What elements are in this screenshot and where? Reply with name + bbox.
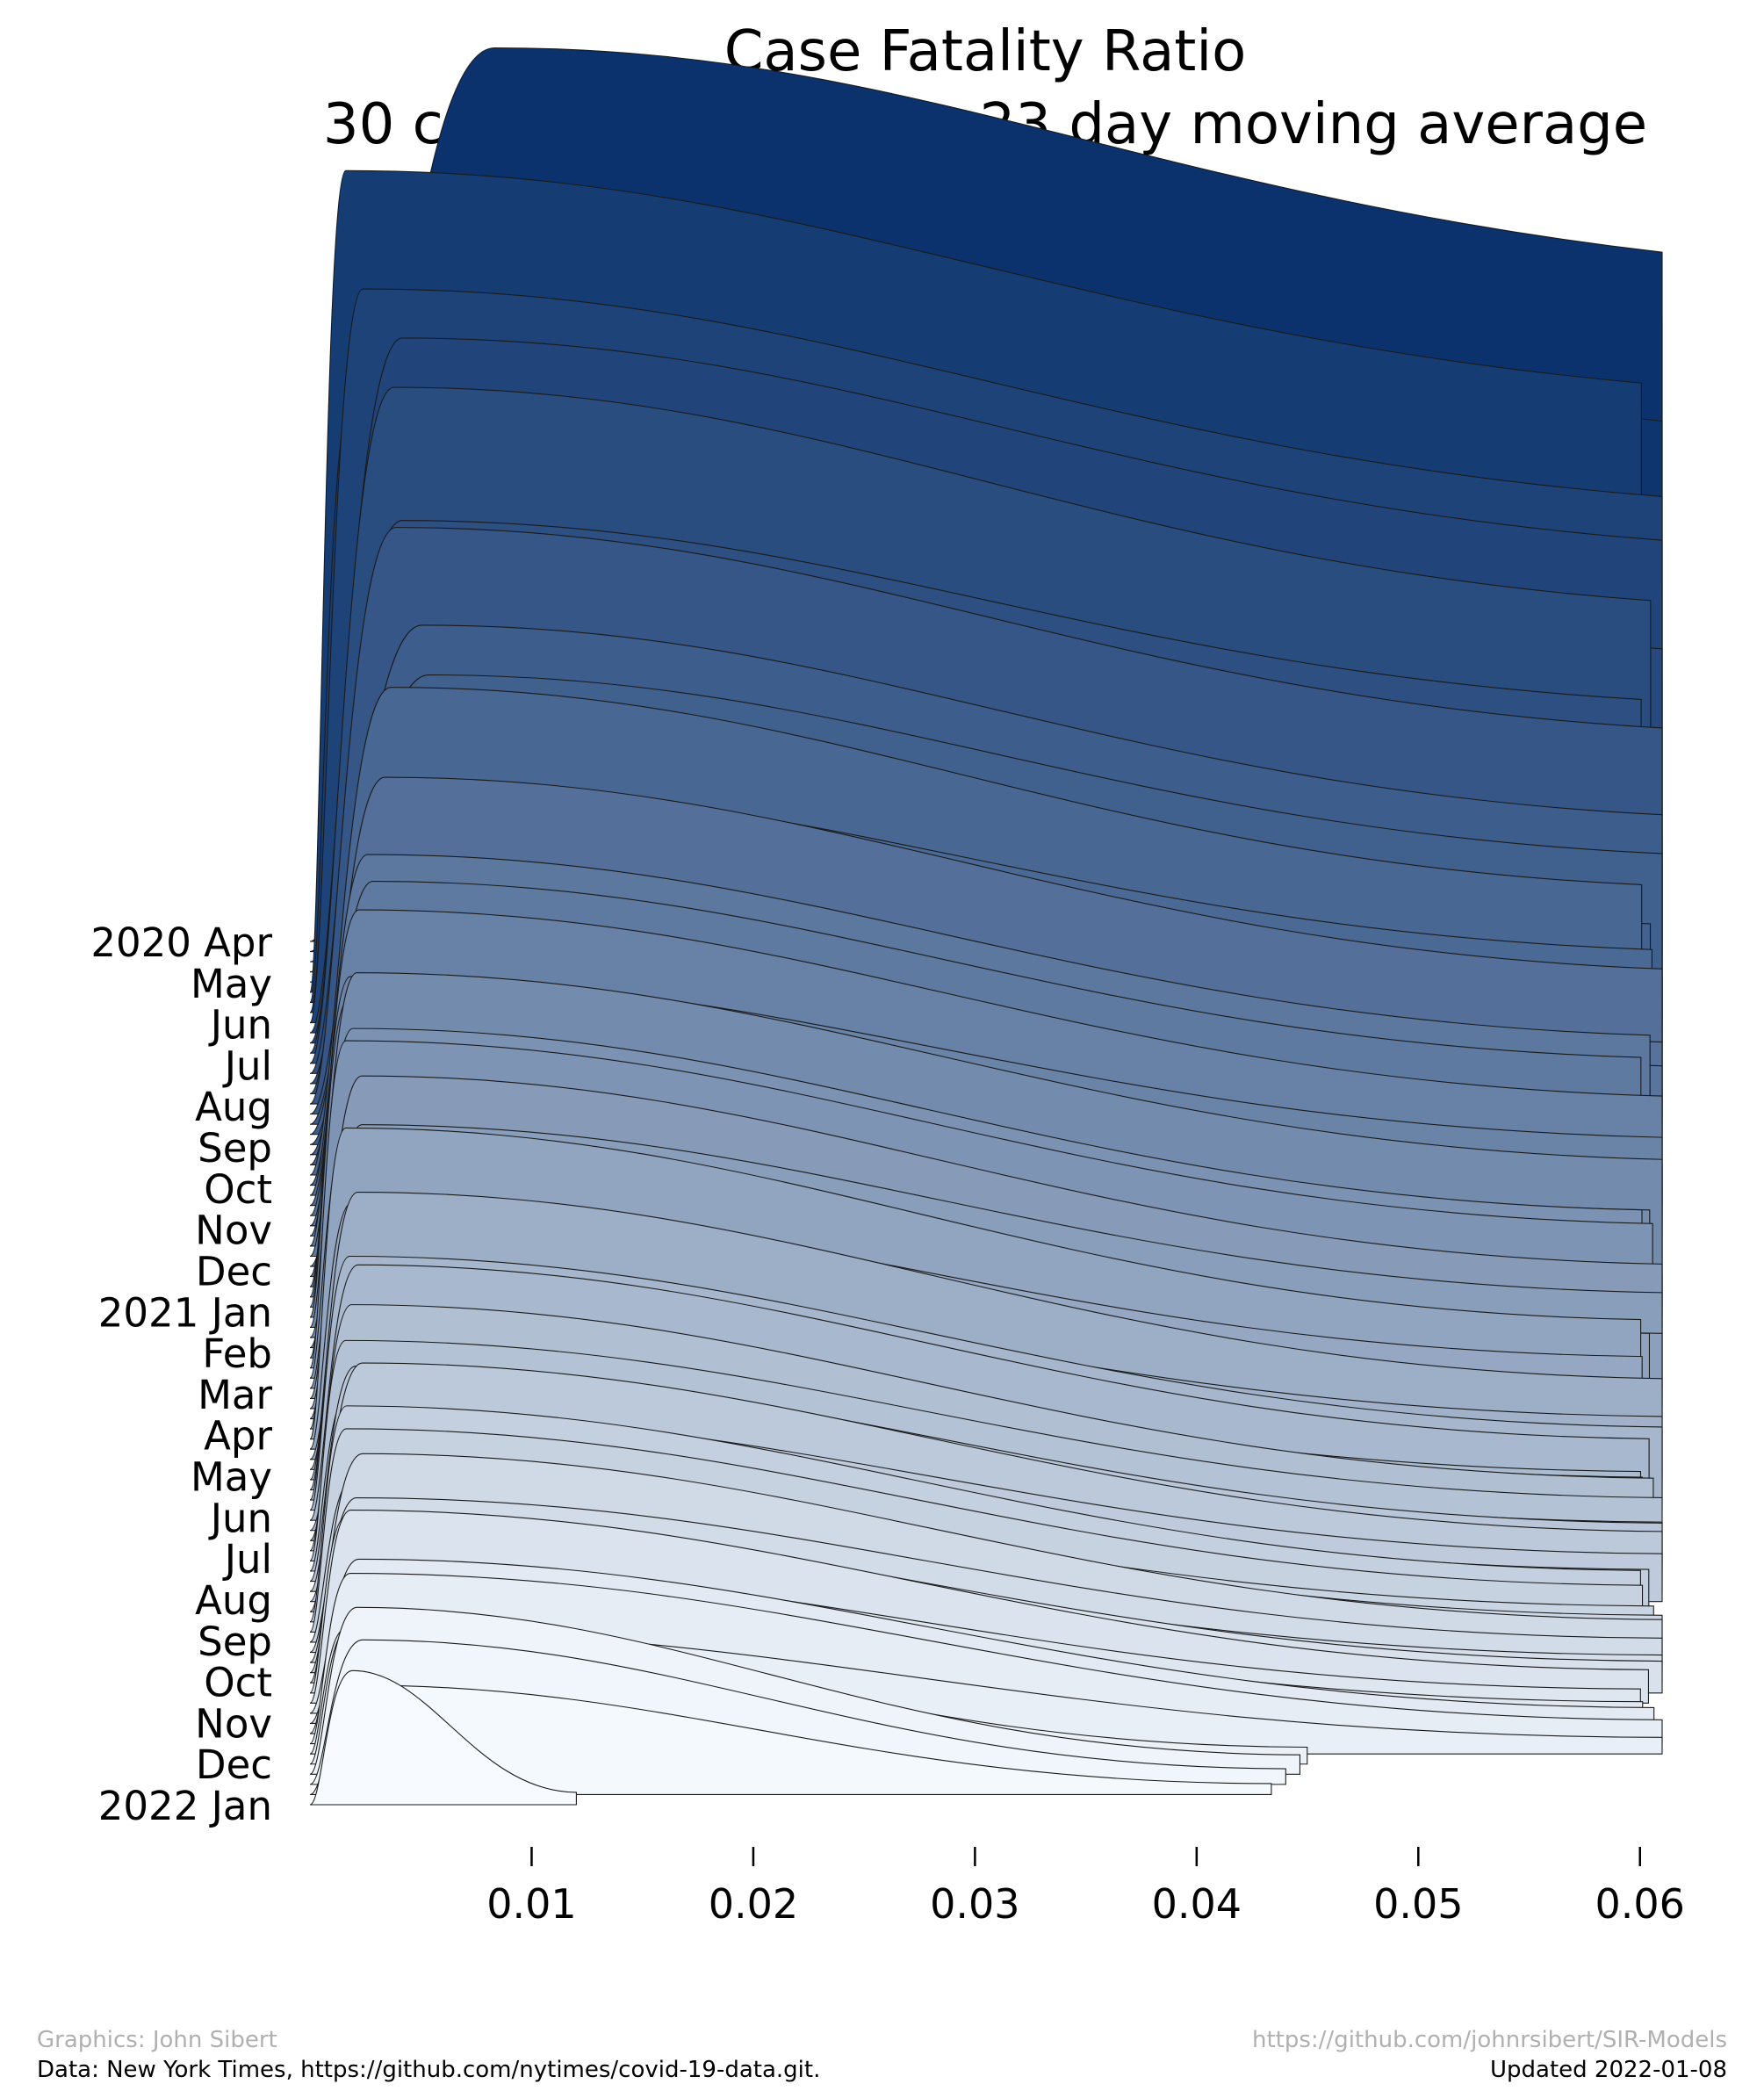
y-tick-label: Oct [204,1166,272,1213]
y-tick-label: 2022 Jan [98,1783,272,1829]
y-tick-label: Jul [222,1042,272,1089]
y-tick-label: Apr [204,1413,272,1460]
y-tick-label: 2020 Apr [90,919,272,966]
x-tick-label: 0.01 [486,1880,576,1928]
y-tick-label: Oct [204,1660,272,1706]
x-tick-label: 0.03 [930,1880,1019,1928]
data-source: Data: New York Times, https://github.com… [37,2057,821,2083]
x-tick-label: 0.04 [1152,1880,1242,1928]
y-tick-label: Dec [196,1741,272,1788]
y-tick-label: May [191,1454,272,1501]
y-tick-label: Mar [198,1372,272,1418]
y-tick-label: Jun [208,1002,272,1049]
y-tick-label: Dec [196,1248,272,1294]
y-tick-label: Jun [208,1495,272,1541]
y-tick-label: Nov [195,1208,272,1254]
x-tick-label: 0.06 [1595,1880,1685,1928]
y-tick-label: Sep [198,1125,272,1172]
graphics-credit: Graphics: John Sibert [37,2027,277,2053]
y-tick-label: 2021 Jan [98,1289,272,1336]
y-tick-label: Feb [202,1330,272,1377]
y-tick-label: Aug [195,1084,272,1130]
x-tick-label: 0.05 [1373,1880,1463,1928]
updated-date: Updated 2022-01-08 [1489,2057,1727,2083]
x-tick-label: 0.02 [709,1880,798,1928]
repo-credit[interactable]: https://github.com/johnrsibert/SIR-Model… [1252,2027,1727,2053]
ridge-layer [309,1669,577,1806]
chart-title: Case Fatality Ratio [724,19,1247,84]
x-axis: 0.01 0.02 0.03 0.04 0.05 0.06 [486,1847,1685,1928]
y-tick-label: May [191,961,272,1007]
y-tick-label: Jul [222,1536,272,1583]
ridge-layers [309,47,1663,1806]
y-tick-label: Sep [198,1619,272,1665]
y-tick-label: Nov [195,1700,272,1747]
y-tick-label: Aug [195,1577,272,1624]
